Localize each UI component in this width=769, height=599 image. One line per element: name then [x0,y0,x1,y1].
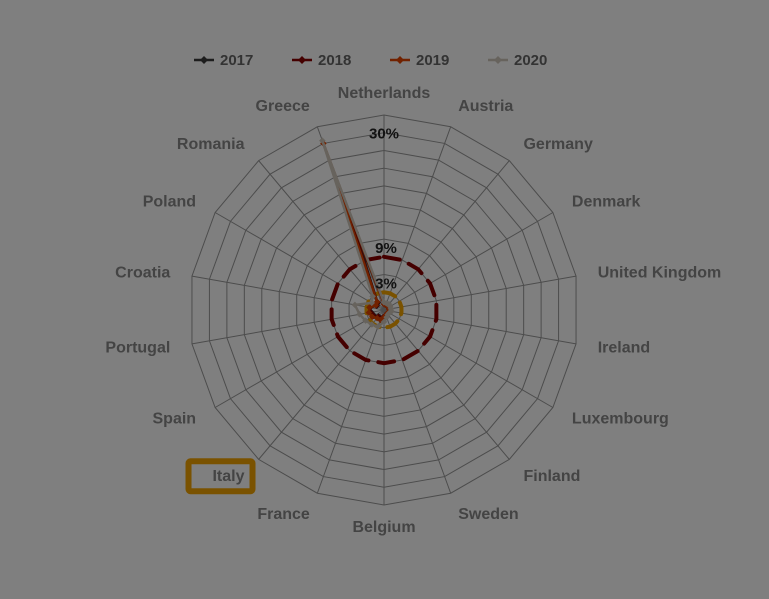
category-label: Spain [153,411,197,428]
category-label: Croatia [115,264,170,281]
category-label: France [257,506,310,523]
grid-spoke [317,310,384,493]
legend-label: 2020 [514,52,547,69]
reference-ring-label: 3% [375,275,397,292]
category-label: Poland [143,194,196,211]
category-label: Austria [458,98,513,115]
grid-spoke [259,161,384,310]
grid-spoke [384,161,509,310]
grid-spoke [384,310,451,493]
legend-label: 2017 [220,52,253,69]
legend-label: 2018 [318,52,351,69]
category-label: Italy [212,468,244,485]
category-label: United Kingdom [598,264,722,281]
radar-chart: Netherlands Austria Germany Denmark United K… [0,0,769,599]
grid-spoke [259,310,384,459]
legend-label: 2019 [416,52,449,69]
legend-marker [298,56,306,64]
category-label: Sweden [458,506,518,523]
legend-marker [396,56,404,64]
legend-marker [200,56,208,64]
category-label: Denmark [572,194,641,211]
category-label: Portugal [105,340,170,357]
category-label: Romania [177,136,245,153]
category-label: Ireland [598,340,650,357]
grid-spoke [384,310,509,459]
category-label: Germany [523,136,592,153]
category-label: Netherlands [338,85,431,102]
radial-tick-label: 30% [369,126,399,143]
reference-ring-label: 9% [375,240,397,257]
category-label: Finland [523,468,580,485]
category-label: Greece [256,98,310,115]
legend-marker [494,56,502,64]
category-label: Belgium [352,519,415,536]
category-label: Luxembourg [572,411,669,428]
